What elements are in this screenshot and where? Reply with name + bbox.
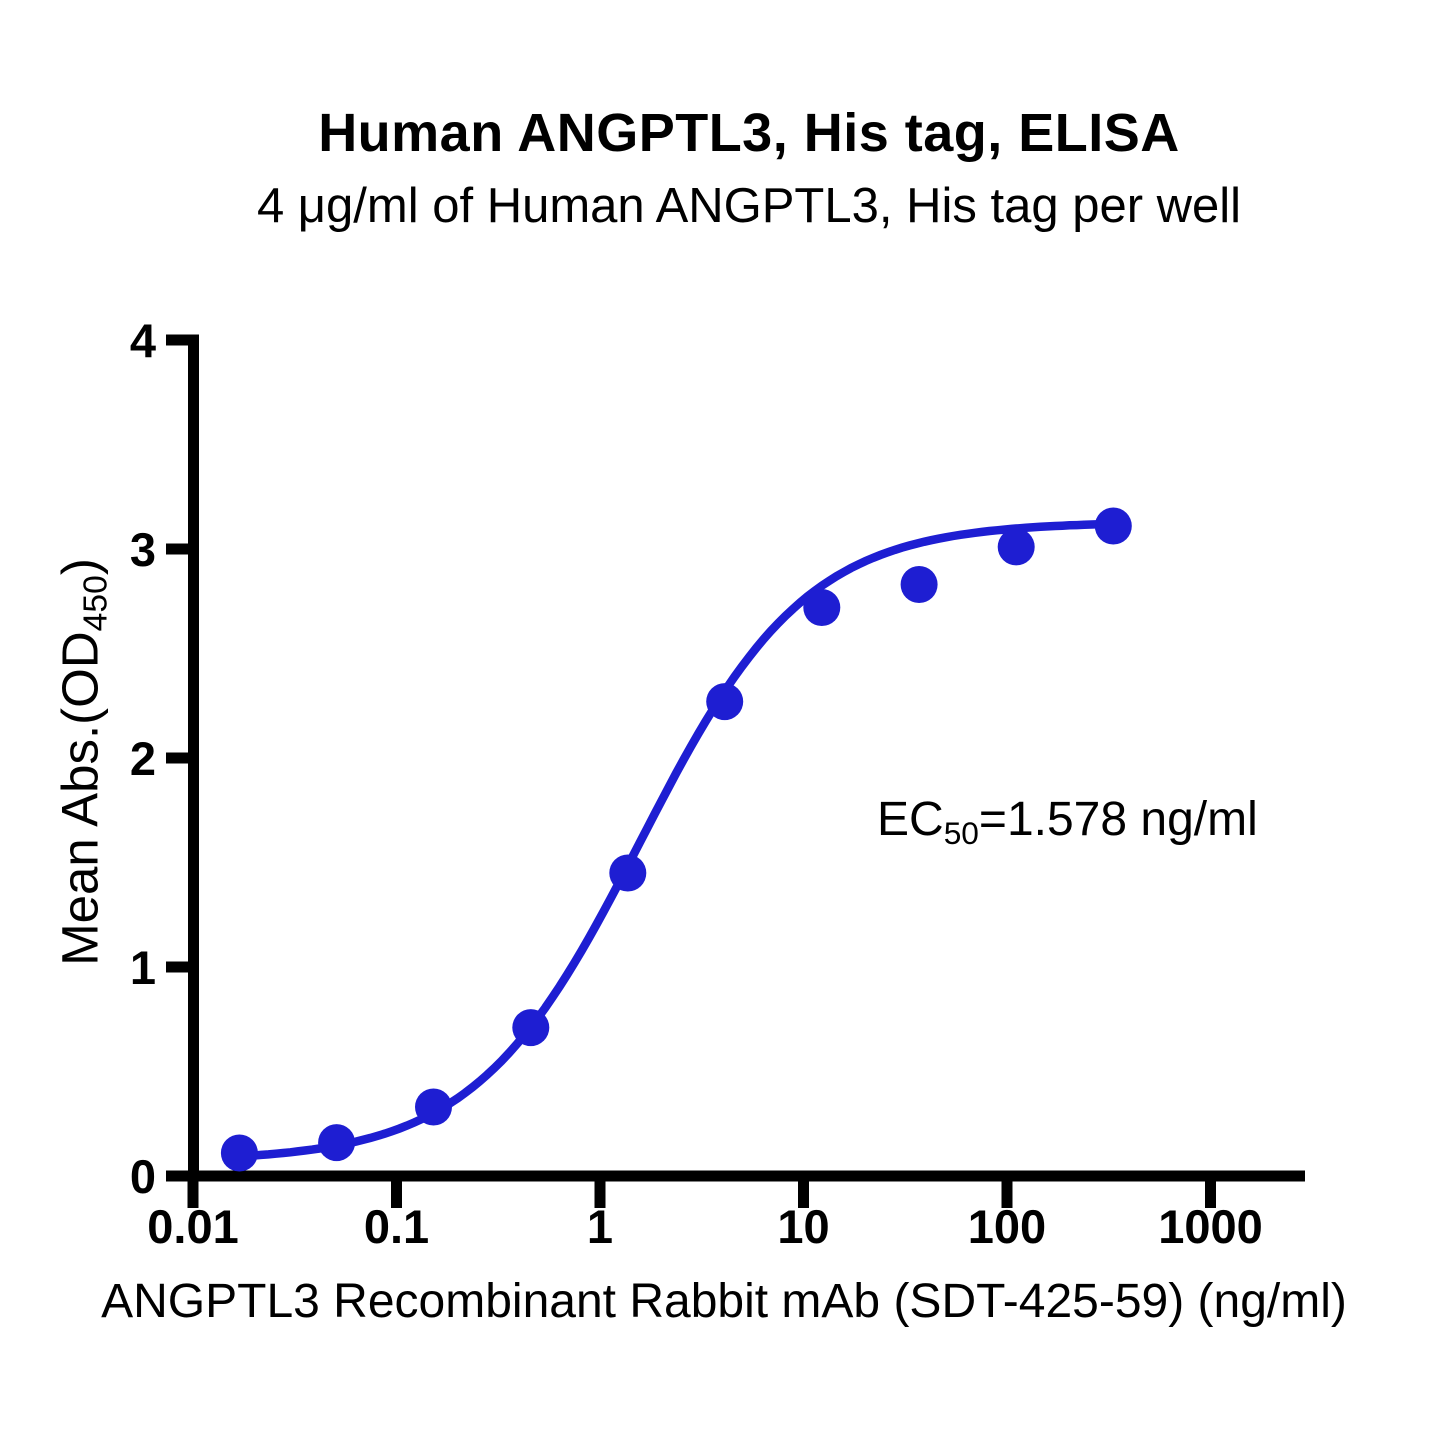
x-tick-0.01 [187, 1176, 199, 1208]
y-tick-0 [166, 1170, 193, 1182]
x-tick-label-0.01: 0.01 [147, 1200, 238, 1253]
data-point-9 [1094, 507, 1132, 545]
y-tick-label-1: 1 [130, 941, 156, 994]
y-tick-label-4: 4 [130, 314, 156, 367]
data-point-8 [997, 528, 1035, 566]
ec50-annotation-subscript: 50 [943, 814, 979, 851]
x-tick-10 [798, 1176, 809, 1208]
chart-title: Human ANGPTL3, His tag, ELISA [318, 103, 1180, 163]
data-point-5 [706, 683, 744, 721]
y-axis-label-close: ) [51, 558, 109, 576]
x-tick-1 [594, 1176, 606, 1208]
x-tick-label-1: 1 [587, 1200, 613, 1253]
x-axis-line [188, 1170, 1305, 1182]
data-point-2 [415, 1088, 452, 1126]
data-point-3 [512, 1009, 550, 1047]
y-tick-2 [166, 752, 193, 764]
data-point-0 [220, 1134, 258, 1172]
y-tick-label-0: 0 [130, 1150, 156, 1203]
x-tick-100 [1001, 1176, 1013, 1208]
fit-curve [235, 519, 1118, 1161]
y-tick-label-2: 2 [130, 732, 156, 785]
y-axis-line [188, 334, 199, 1182]
y-tick-4 [166, 334, 193, 346]
x-tick-0.1 [391, 1176, 402, 1208]
y-tick-1 [166, 961, 193, 973]
data-point-7 [900, 566, 938, 603]
y-axis-label: Mean Abs.(OD450) [51, 558, 115, 966]
x-tick-label-1000: 1000 [1158, 1200, 1263, 1253]
ec50-annotation-value: =1.578 ng/ml [978, 793, 1258, 846]
x-tick-label-0.1: 0.1 [364, 1200, 429, 1253]
y-tick-3 [166, 543, 193, 555]
y-axis-label-main: Mean Abs.(OD [51, 631, 109, 966]
y-tick-label-3: 3 [130, 523, 156, 576]
data-point-1 [318, 1124, 356, 1162]
x-tick-label-100: 100 [968, 1200, 1046, 1253]
y-axis-label-subscript: 450 [77, 575, 115, 632]
data-point-4 [609, 854, 647, 892]
chart-subtitle: 4 μg/ml of Human ANGPTL3, His tag per we… [256, 179, 1242, 233]
x-tick-label-10: 10 [777, 1200, 829, 1253]
x-tick-1000 [1205, 1176, 1216, 1208]
data-point-6 [803, 589, 841, 626]
ec50-annotation: EC50=1.578 ng/ml [877, 792, 1258, 851]
ec50-annotation-main: EC [877, 793, 944, 846]
x-axis-label: ANGPTL3 Recombinant Rabbit mAb (SDT-425-… [101, 1275, 1347, 1328]
